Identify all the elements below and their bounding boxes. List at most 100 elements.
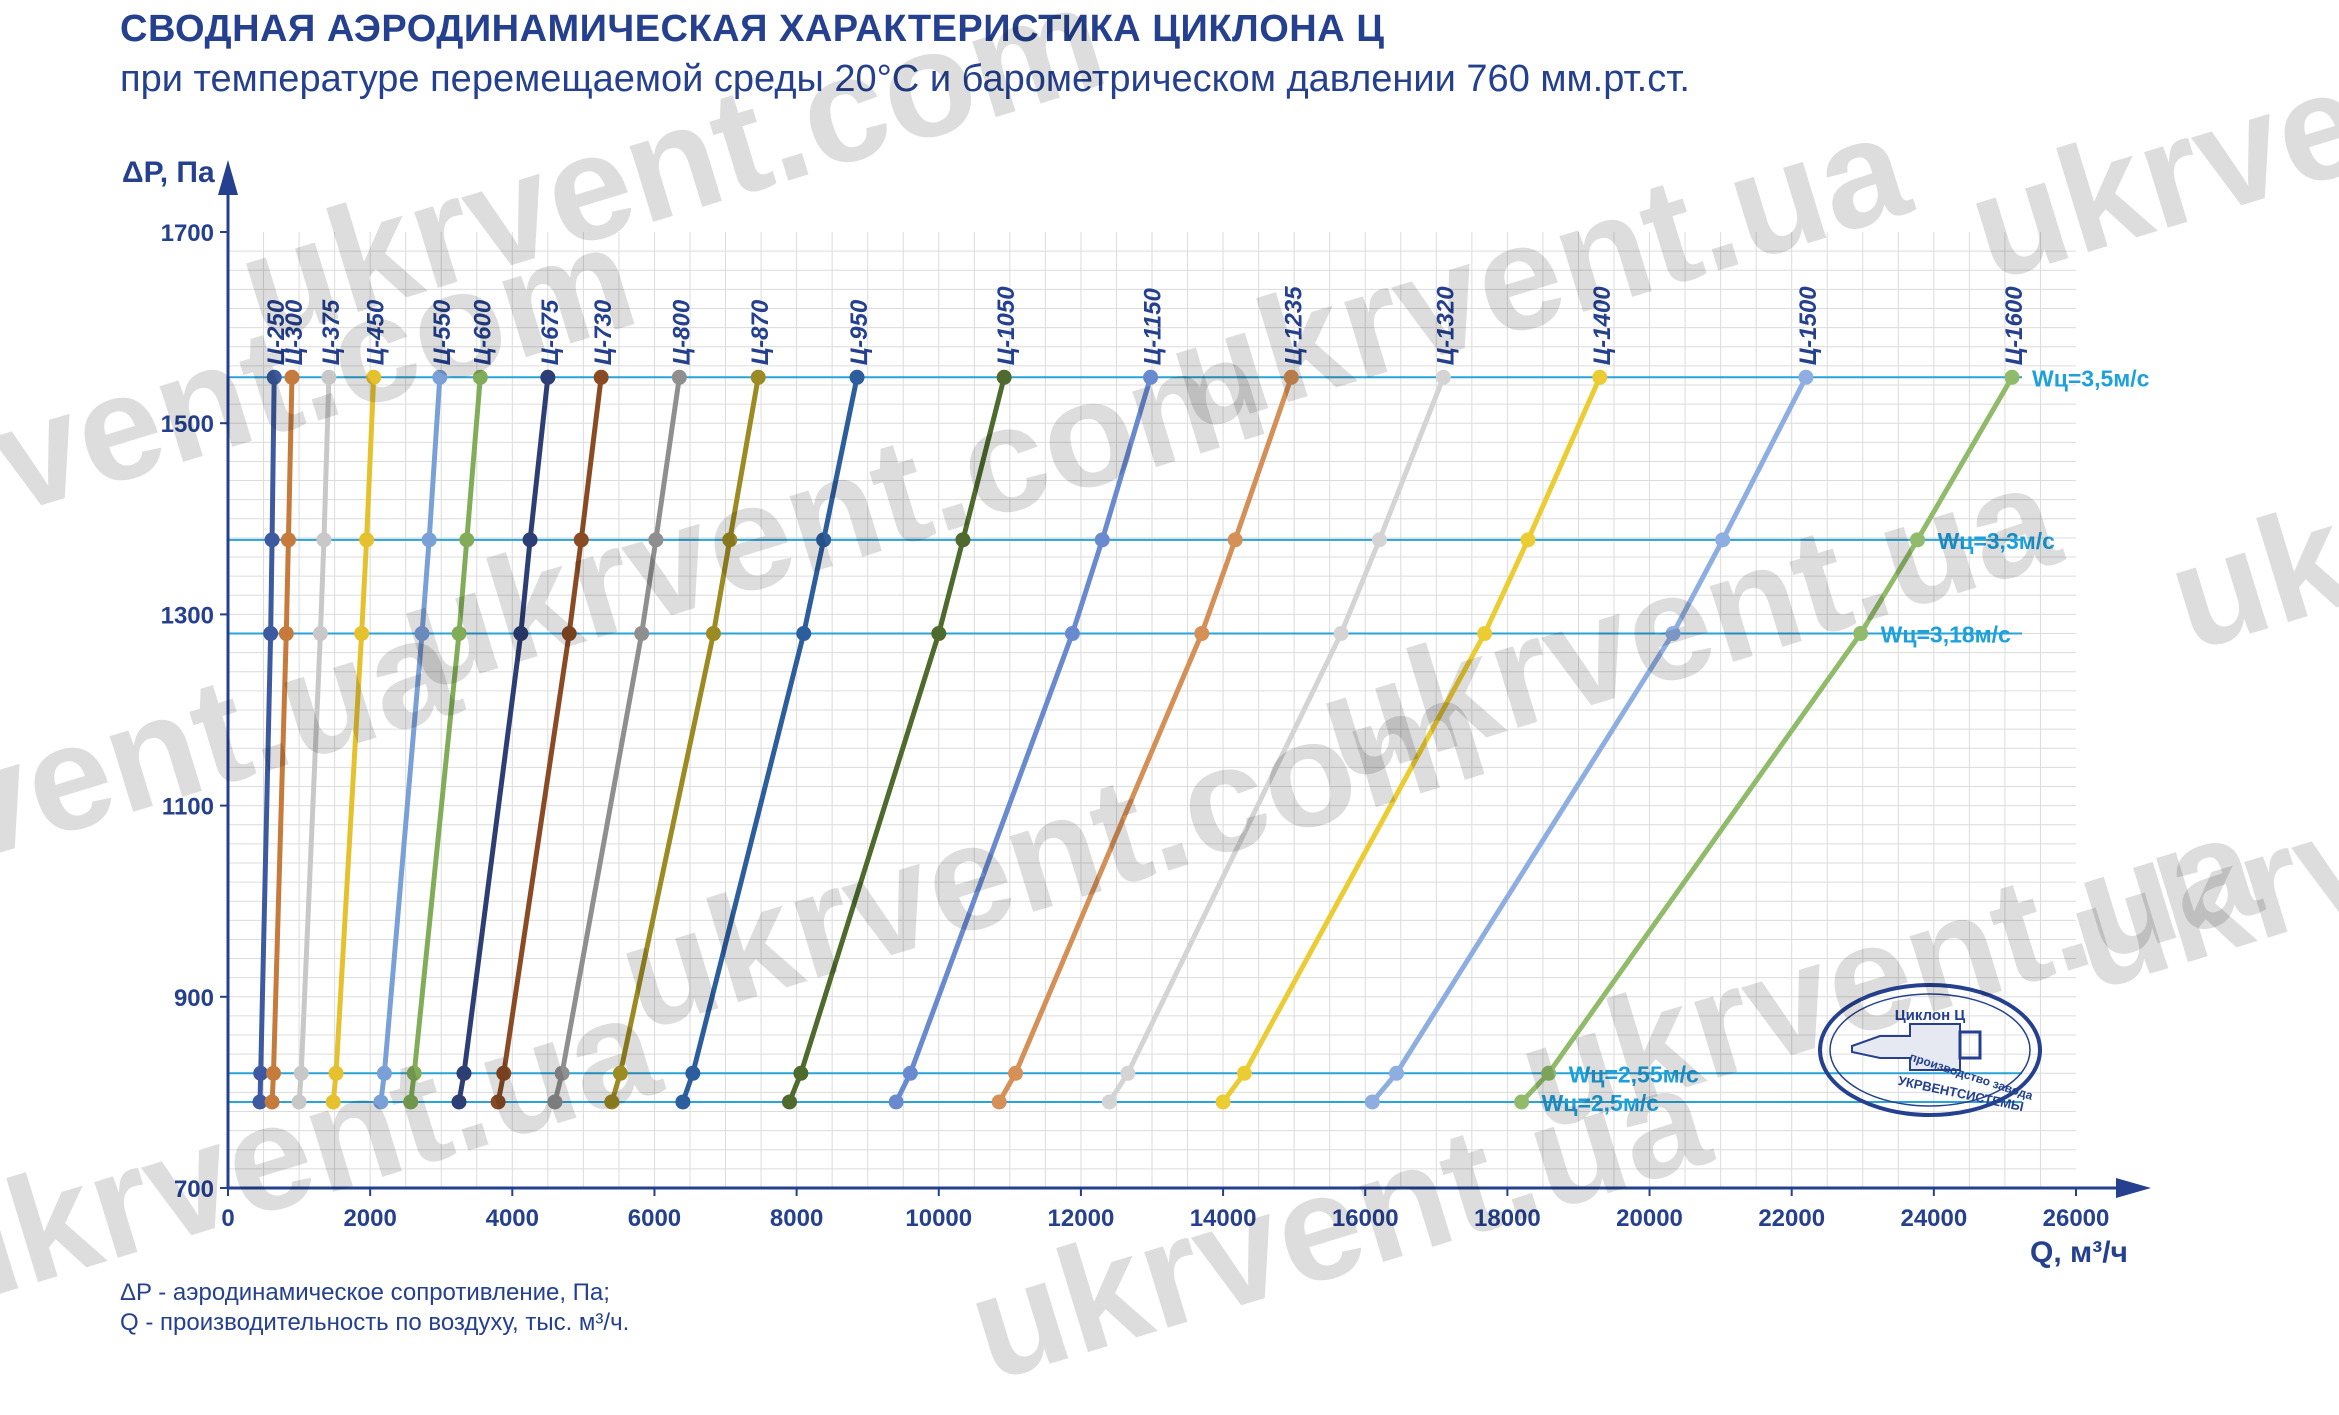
series-point (1389, 1065, 1405, 1081)
series-point (284, 369, 300, 385)
series-line (378, 377, 443, 1103)
series-point (459, 532, 475, 548)
series-label: Ц-1320 (1432, 286, 1459, 366)
series-label: Ц-675 (537, 299, 564, 365)
series-point (1477, 626, 1493, 642)
x-tick-label: 4000 (486, 1205, 539, 1232)
series-point (414, 626, 430, 642)
series-line (893, 376, 1153, 1104)
series-point (648, 532, 664, 548)
chart-title: СВОДНАЯ АЭРОДИНАМИЧЕСКАЯ ХАРАКТЕРИСТИКА … (120, 8, 1385, 50)
series-point (1541, 1065, 1557, 1081)
y-axis-arrow (218, 160, 238, 195)
x-tick-label: 14000 (1190, 1205, 1257, 1232)
logo-cyclone-icon (1851, 1023, 1961, 1071)
chart-notes: ΔP - аэродинамическое сопротивление, Па;… (120, 1278, 629, 1338)
series-point (931, 626, 947, 642)
series-point (291, 1094, 307, 1110)
series-point (263, 626, 279, 642)
series-label: Ц-1235 (1280, 286, 1307, 366)
series-point (328, 1065, 344, 1081)
series-point (1592, 369, 1608, 385)
series-point (955, 532, 971, 548)
series-point (2004, 369, 2020, 385)
series-point (253, 1065, 269, 1081)
series-point (1094, 532, 1110, 548)
series-point (750, 369, 766, 385)
series-point (1665, 626, 1681, 642)
series-point (280, 532, 296, 548)
series-label: Ц-730 (590, 299, 617, 365)
velocity-label: Wц=3,18м/с (1881, 622, 2011, 648)
logo-top-text: Циклон Ц (1895, 1007, 1966, 1024)
series-point (705, 626, 721, 642)
series-label: Ц-375 (318, 299, 345, 365)
series-point (782, 1094, 798, 1110)
series-point (1333, 626, 1349, 642)
series-point (612, 1065, 628, 1081)
series-point (432, 369, 448, 385)
series-point (793, 1065, 809, 1081)
series-point (561, 626, 577, 642)
series-point (472, 369, 488, 385)
velocity-label: Wц=3,3м/с (1937, 528, 2055, 554)
series-point (1227, 532, 1243, 548)
series-point (796, 626, 812, 642)
logo-outlet-icon (1958, 1030, 1982, 1060)
series-point (816, 532, 832, 548)
series-point (722, 532, 738, 548)
series-line (1370, 376, 1809, 1104)
series-point (293, 1065, 309, 1081)
series-label: Ц-300 (281, 299, 308, 365)
y-tick-label: 1100 (162, 794, 214, 821)
series-point (1143, 369, 1159, 385)
velocity-label: Wц=2,55м/с (1569, 1061, 1699, 1087)
x-tick-label: 8000 (770, 1205, 823, 1232)
series-point (278, 626, 294, 642)
series-point (264, 1094, 280, 1110)
series-point (604, 1094, 620, 1110)
x-tick-label: 16000 (1332, 1205, 1399, 1232)
logo-ellipse-inner (1829, 993, 2031, 1107)
series-label: Ц-600 (469, 299, 496, 365)
x-tick-label: 12000 (1048, 1205, 1115, 1232)
series-point (849, 369, 865, 385)
series-point (1371, 532, 1387, 548)
series-line (787, 376, 1007, 1103)
series-point (1798, 369, 1814, 385)
series-label: Ц-1050 (993, 286, 1020, 366)
series-point (1853, 626, 1869, 642)
series-point (316, 532, 332, 548)
y-tick-label: 900 (174, 985, 214, 1012)
series-point (991, 1094, 1007, 1110)
series-label: Ц-870 (747, 299, 774, 365)
y-axis-label: ΔP, Па (122, 156, 215, 189)
series-point (996, 369, 1012, 385)
logo-ellipse (1818, 983, 2042, 1117)
y-tick-label: 1700 (161, 220, 214, 247)
series-line (330, 377, 377, 1103)
series-point (406, 1065, 422, 1081)
series-point (547, 1094, 563, 1110)
series-label: Ц-1400 (1589, 286, 1616, 366)
series-point (888, 1094, 904, 1110)
series-point (403, 1094, 419, 1110)
series-line (296, 377, 332, 1103)
series-point (456, 1065, 472, 1081)
x-tick-label: 20000 (1616, 1205, 1683, 1232)
series-point (312, 626, 328, 642)
chart-svg: 0 2000 4000 6000 8000 10000 12000 14000 16000 180… (122, 156, 2151, 1269)
series-point (554, 1065, 570, 1081)
series-point (671, 369, 687, 385)
series-label: Ц-550 (429, 299, 456, 365)
series-point (1101, 1094, 1117, 1110)
series-point (359, 532, 375, 548)
series-label: Ц-1600 (2001, 286, 2028, 366)
series-point (1194, 626, 1210, 642)
chart-subtitle: при температуре перемещаемой среды 20°С … (120, 58, 1690, 100)
x-axis-label: Q, м³/ч (2030, 1236, 2128, 1269)
series-line (680, 376, 860, 1103)
series-line (609, 376, 761, 1103)
series-label: Ц-1500 (1795, 286, 1822, 366)
series-point (1909, 532, 1925, 548)
